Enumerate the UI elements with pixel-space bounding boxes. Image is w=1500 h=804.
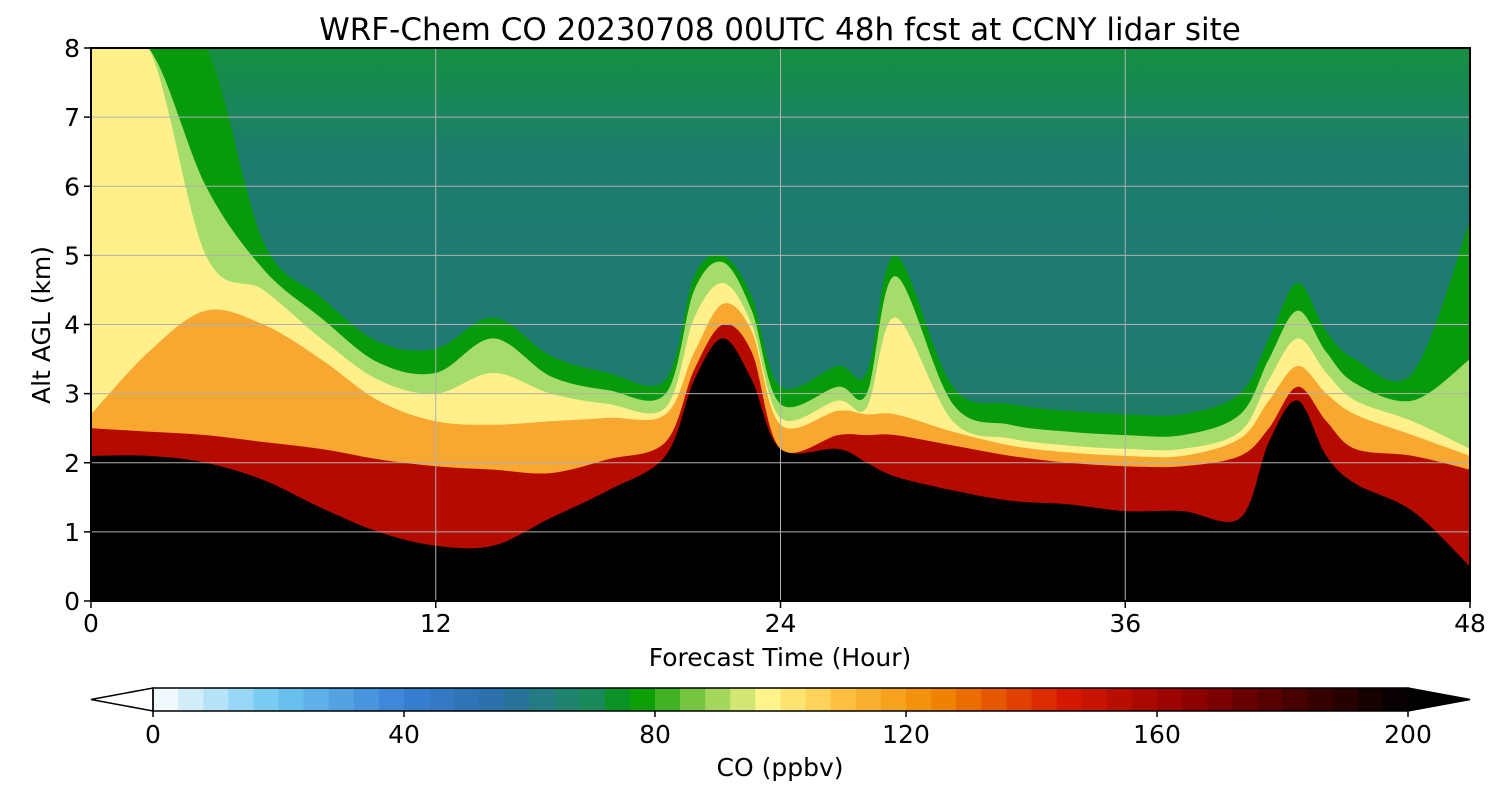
colorbar-segment [680, 688, 706, 711]
colorbar-segment [1308, 688, 1334, 711]
colorbar-segment [1333, 688, 1359, 711]
colorbar-segment [1032, 688, 1058, 711]
y-tick-label: 7 [64, 103, 80, 132]
colorbar-segment [831, 688, 857, 711]
colorbar-segment [504, 688, 530, 711]
colorbar-segment [479, 688, 505, 711]
x-axis: 0 12 24 36 48 [83, 601, 1486, 638]
chart-title: WRF-Chem CO 20230708 00UTC 48h fcst at C… [319, 12, 1241, 48]
colorbar-segment [228, 688, 254, 711]
colorbar-tick-label: 40 [388, 720, 420, 749]
colorbar-segment [329, 688, 355, 711]
colorbar-segment [856, 688, 882, 711]
colorbar-segment [655, 688, 681, 711]
y-tick-label: 4 [64, 311, 80, 340]
colorbar-segment [555, 688, 581, 711]
x-tick-label: 48 [1454, 609, 1486, 638]
colorbar-segment [304, 688, 330, 711]
y-axis: 0 1 2 3 4 5 6 7 8 [64, 34, 91, 616]
colorbar-segment [253, 688, 279, 711]
colorbar-segment [178, 688, 204, 711]
colorbar-tick-label: 0 [145, 720, 161, 749]
colorbar-segment [605, 688, 631, 711]
y-tick-label: 1 [64, 518, 80, 547]
colorbar-segment [153, 688, 179, 711]
colorbar-segment [906, 688, 932, 711]
colorbar-segment [404, 688, 430, 711]
colorbar-segment [881, 688, 907, 711]
x-axis-label: Forecast Time (Hour) [649, 643, 912, 672]
x-tick-label: 36 [1109, 609, 1141, 638]
colorbar-segment [1232, 688, 1258, 711]
colorbar-segment [1383, 688, 1409, 711]
colorbar-segment [956, 688, 982, 711]
colorbar-segment [1057, 688, 1083, 711]
chart-svg: WRF-Chem CO 20230708 00UTC 48h fcst at C… [0, 0, 1500, 800]
colorbar-segment [1006, 688, 1032, 711]
colorbar-label: CO (ppbv) [717, 753, 844, 782]
colorbar-segment [1358, 688, 1384, 711]
colorbar-segment [203, 688, 229, 711]
colorbar-tick-label: 80 [639, 720, 671, 749]
colorbar-segment [1283, 688, 1309, 711]
y-axis-label: Alt AGL (km) [27, 246, 56, 404]
colorbar-segment [981, 688, 1007, 711]
colorbar-segment [1182, 688, 1208, 711]
x-tick-label: 12 [420, 609, 452, 638]
colorbar-segment [454, 688, 480, 711]
colorbar-segment [1107, 688, 1133, 711]
colorbar-segment [781, 688, 807, 711]
colorbar-segment [379, 688, 405, 711]
colorbar-tick-label: 160 [1133, 720, 1181, 749]
colorbar-min-extend [91, 688, 153, 711]
colorbar-segment [354, 688, 380, 711]
y-tick-label: 2 [64, 449, 80, 478]
colorbar-segment [1132, 688, 1158, 711]
colorbar-tick-label: 120 [882, 720, 930, 749]
colorbar-max-extend [1408, 688, 1470, 711]
colorbar-segment [1207, 688, 1233, 711]
y-tick-label: 0 [64, 587, 80, 616]
x-tick-label: 0 [83, 609, 99, 638]
colorbar-segment [630, 688, 656, 711]
colorbar: 0 40 80 120 160 200 [91, 688, 1470, 749]
x-tick-label: 24 [765, 609, 797, 638]
colorbar-segment [580, 688, 606, 711]
y-tick-label: 8 [64, 34, 80, 63]
colorbar-segment [1257, 688, 1283, 711]
colorbar-segment [1082, 688, 1108, 711]
y-tick-label: 6 [64, 172, 80, 201]
colorbar-segment [705, 688, 731, 711]
colorbar-segment [429, 688, 455, 711]
colorbar-segment [1157, 688, 1183, 711]
y-tick-label: 3 [64, 380, 80, 409]
colorbar-segment [530, 688, 556, 711]
colorbar-segment [806, 688, 832, 711]
colorbar-segment [755, 688, 781, 711]
colorbar-segment [279, 688, 305, 711]
y-tick-label: 5 [64, 241, 80, 270]
chart-figure: WRF-Chem CO 20230708 00UTC 48h fcst at C… [0, 0, 1500, 800]
colorbar-segment [730, 688, 756, 711]
colorbar-tick-label: 200 [1384, 720, 1432, 749]
colorbar-segment [931, 688, 957, 711]
